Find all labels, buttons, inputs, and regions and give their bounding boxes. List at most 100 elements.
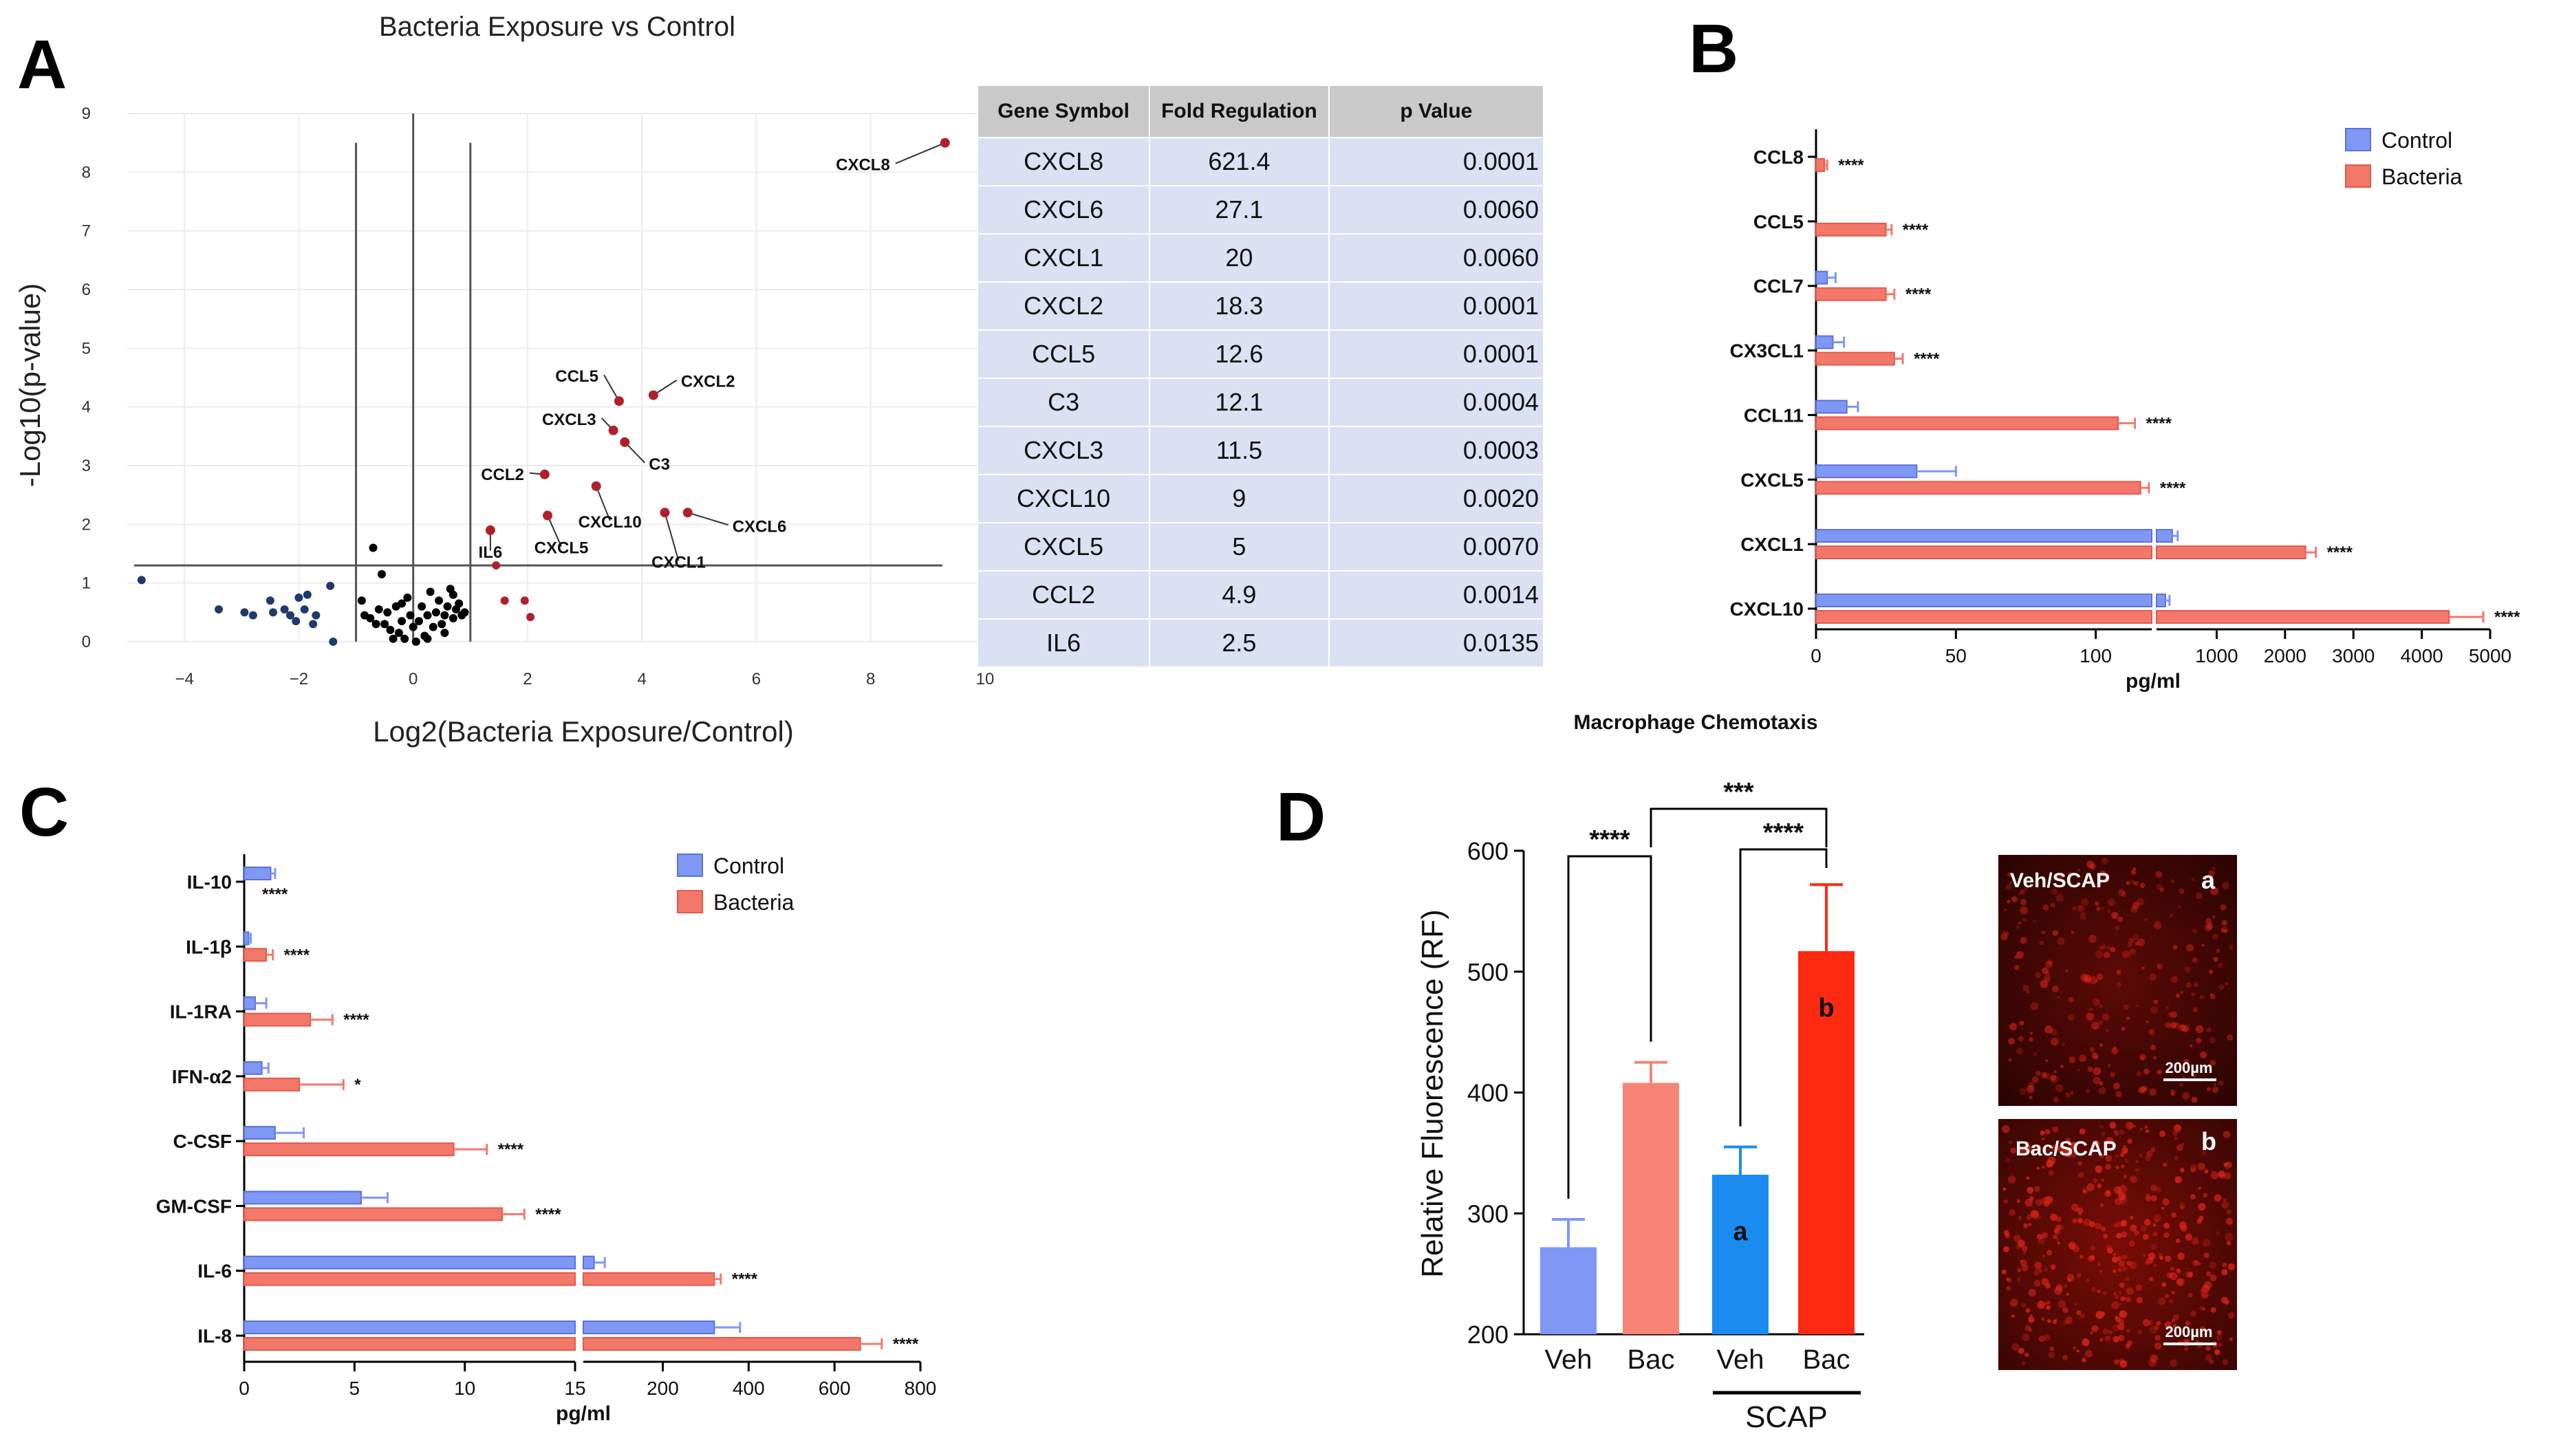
cell-speckle <box>2018 1347 2024 1354</box>
cell-speckle <box>2086 1279 2090 1282</box>
legend-swatch <box>2345 164 2371 188</box>
cell-speckle <box>2114 1294 2119 1299</box>
cell-speckle <box>2120 1296 2126 1302</box>
cell-speckle <box>2209 1359 2214 1365</box>
x-tick-label: 50 <box>1945 645 1967 666</box>
cell-speckle <box>2194 982 2198 988</box>
cell-speckle <box>2068 871 2072 876</box>
ns-point <box>426 587 435 596</box>
cell-speckle <box>2169 913 2174 917</box>
cell-speckle <box>2121 1254 2128 1260</box>
cell-speckle <box>2195 1025 2204 1034</box>
cell-speckle <box>2044 1148 2050 1153</box>
table-row: CXCL8 621.4 0.0001 <box>976 137 1545 186</box>
cell-speckle <box>2024 1352 2029 1358</box>
cell-speckle <box>2115 1091 2122 1098</box>
point-leader-line <box>603 374 620 402</box>
cell-speckle <box>2053 1228 2060 1234</box>
gene-symbol-cell: CCL2 <box>976 570 1151 620</box>
cell-speckle <box>2025 1307 2031 1313</box>
cell-speckle <box>2086 1183 2095 1191</box>
cell-speckle <box>2121 891 2127 898</box>
cell-speckle <box>2216 948 2221 953</box>
cell-speckle <box>2041 1317 2045 1321</box>
cell-speckle <box>2099 1043 2104 1047</box>
cell-speckle <box>2068 1056 2076 1063</box>
cell-speckle <box>2171 1318 2176 1323</box>
cell-speckle <box>2143 1234 2149 1240</box>
bar <box>1815 529 2152 543</box>
cell-speckle <box>2128 937 2135 944</box>
panel-a-letter: A <box>17 26 67 103</box>
cell-speckle <box>2203 1239 2211 1247</box>
cell-speckle <box>2150 1243 2157 1250</box>
cell-speckle <box>2048 1351 2055 1358</box>
cell-speckle <box>2056 1238 2060 1242</box>
cell-speckle <box>2009 1023 2018 1031</box>
cell-speckle <box>2174 1176 2182 1184</box>
cell-speckle <box>2098 1020 2104 1025</box>
p-value-cell: 0.0004 <box>1328 378 1545 427</box>
point-leader-line <box>547 515 562 547</box>
cell-speckle <box>2029 1146 2036 1154</box>
ns-point <box>409 622 418 631</box>
cell-speckle <box>2171 1212 2176 1218</box>
cell-speckle <box>2079 1313 2085 1318</box>
significance-label: **** <box>2160 479 2186 497</box>
cell-speckle <box>2205 1354 2212 1361</box>
cell-speckle <box>2033 1052 2038 1056</box>
cell-speckle <box>2217 962 2223 968</box>
fold-regulation-cell: 12.6 <box>1149 329 1330 379</box>
ns-point <box>437 620 446 629</box>
cell-speckle <box>2224 929 2228 933</box>
labeled-point <box>620 437 630 447</box>
cell-speckle <box>2072 1245 2079 1252</box>
cell-speckle <box>2154 1334 2161 1341</box>
table-row: CCL5 12.6 0.0001 <box>976 329 1545 379</box>
cell-speckle <box>2019 1087 2027 1096</box>
cell-speckle <box>2179 1221 2187 1229</box>
down-point <box>300 605 309 614</box>
fold-regulation-cell: 2.5 <box>1149 618 1330 668</box>
cell-speckle <box>2104 1336 2110 1342</box>
cell-speckle <box>2091 1052 2099 1059</box>
cell-speckle <box>2099 1270 2103 1273</box>
cell-speckle <box>2101 1131 2106 1136</box>
cell-speckle <box>2077 1068 2080 1072</box>
cell-speckle <box>2196 1219 2202 1224</box>
cell-speckle <box>2222 1359 2229 1365</box>
down-point <box>312 611 321 620</box>
cell-speckle <box>2126 1328 2130 1333</box>
cell-speckle <box>2119 1282 2125 1288</box>
y-tick-label: 3 <box>82 457 91 475</box>
cell-speckle <box>2055 1084 2064 1092</box>
p-value-cell: 0.0014 <box>1328 570 1545 620</box>
p-value-cell: 0.0060 <box>1328 185 1545 235</box>
bar-continued <box>583 1255 595 1270</box>
cell-speckle <box>2192 1007 2198 1012</box>
cell-speckle <box>2172 945 2178 950</box>
cell-speckle <box>2134 881 2139 886</box>
cell-speckle <box>2200 1051 2207 1059</box>
cell-speckle <box>2045 1059 2049 1063</box>
cell-speckle <box>2164 1321 2172 1329</box>
p-value-cell: 0.0060 <box>1328 233 1545 283</box>
cell-speckle <box>2042 931 2045 935</box>
point-label: CXCL8 <box>836 156 890 175</box>
cell-speckle <box>2042 1232 2048 1239</box>
down-point <box>248 611 257 620</box>
cell-speckle <box>2088 1255 2095 1262</box>
cell-speckle <box>2170 1011 2177 1019</box>
down-point <box>240 608 249 617</box>
cell-speckle <box>2004 1230 2009 1235</box>
table-row: CXCL5 5 0.0070 <box>976 522 1545 572</box>
micrograph-bac-scale: 200µm <box>2165 1323 2213 1340</box>
micrograph-veh-scale: 200µm <box>2165 1059 2213 1076</box>
cell-speckle <box>2003 908 2007 912</box>
cell-speckle <box>2159 887 2164 893</box>
cell-speckle <box>2111 1301 2119 1310</box>
ns-point <box>394 629 403 638</box>
category-label: CCL11 <box>1744 404 1804 426</box>
